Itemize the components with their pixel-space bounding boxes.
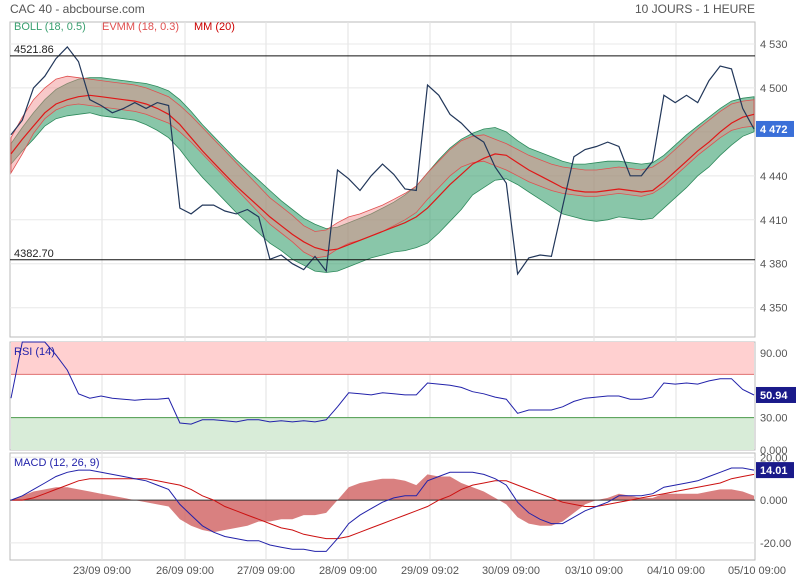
legend-mm: MM (20) bbox=[194, 21, 235, 33]
axes: 23/09 09:00 26/09 09:00 27/09 09:00 28/09 0… bbox=[73, 39, 796, 577]
price-y-tick-label: 4 530 bbox=[760, 39, 788, 51]
rsi-title: RSI (14) bbox=[14, 346, 55, 358]
x-tick-label: 04/10 09:00 bbox=[647, 565, 705, 577]
macd-histogram bbox=[11, 474, 754, 533]
rsi-last-value-label: 50.94 bbox=[760, 390, 788, 402]
mm-line bbox=[10, 94, 755, 252]
x-tick-label: 23/09 09:00 bbox=[73, 565, 131, 577]
rsi-last-value-badge bbox=[756, 386, 796, 403]
rsi-y-tick-label: 0.000 bbox=[760, 445, 788, 457]
price-y-tick-label: 4 380 bbox=[760, 259, 788, 271]
x-tick-label: 27/09 09:00 bbox=[237, 565, 295, 577]
price-y-tick-label: 4 500 bbox=[760, 83, 788, 95]
reference-line-label: 4521.86 bbox=[14, 44, 54, 56]
macd-line bbox=[10, 467, 755, 552]
reference-line-label: 4382.70 bbox=[14, 248, 54, 260]
evmm-band bbox=[10, 75, 755, 259]
rsi-y-tick-label: 90.00 bbox=[760, 348, 788, 360]
rsi-zone bbox=[11, 342, 754, 375]
macd-title: MACD (12, 26, 9) bbox=[14, 457, 100, 469]
rsi-zone bbox=[11, 417, 754, 450]
x-tick-label: 30/09 09:00 bbox=[482, 565, 540, 577]
x-tick-label: 26/09 09:00 bbox=[156, 565, 214, 577]
price-panel: 4521.86 4382.70 bbox=[10, 44, 755, 276]
price-last-value-badge bbox=[756, 120, 794, 137]
macd-panel bbox=[10, 467, 755, 552]
price-last-value-label: 4 472 bbox=[760, 124, 788, 136]
price-y-tick-label: 4 350 bbox=[760, 303, 788, 315]
price-y-tick-label: 4 410 bbox=[760, 215, 788, 227]
price-y-tick-label: 4 440 bbox=[760, 171, 788, 183]
macd-y-tick-label: 0.000 bbox=[760, 495, 788, 507]
x-tick-label: 29/09 09:02 bbox=[401, 565, 459, 577]
x-tick-label: 05/10 09:00 bbox=[728, 565, 786, 577]
rsi-line bbox=[10, 341, 755, 425]
x-tick-label: 03/10 09:00 bbox=[565, 565, 623, 577]
chart-period: 10 JOURS - 1 HEURE bbox=[635, 2, 755, 16]
legend-evmm: EVMM (18, 0.3) bbox=[102, 21, 179, 33]
rsi-y-tick-label: 30.00 bbox=[760, 413, 788, 425]
grid bbox=[10, 22, 755, 560]
macd-y-tick-label: -20.00 bbox=[760, 538, 791, 550]
rsi-panel bbox=[10, 341, 755, 450]
macd-last-value-label: 14.01 bbox=[760, 465, 788, 477]
price-line bbox=[10, 45, 755, 276]
macd-panel-frame bbox=[9, 452, 756, 561]
legend-boll: BOLL (18, 0.5) bbox=[14, 21, 86, 33]
macd-y-tick-label: 20.00 bbox=[760, 452, 788, 464]
bollinger-band bbox=[10, 77, 755, 273]
x-tick-label: 28/09 09:00 bbox=[319, 565, 377, 577]
macd-last-value-badge bbox=[756, 462, 794, 479]
chart-title: CAC 40 - abcbourse.com bbox=[10, 2, 145, 16]
